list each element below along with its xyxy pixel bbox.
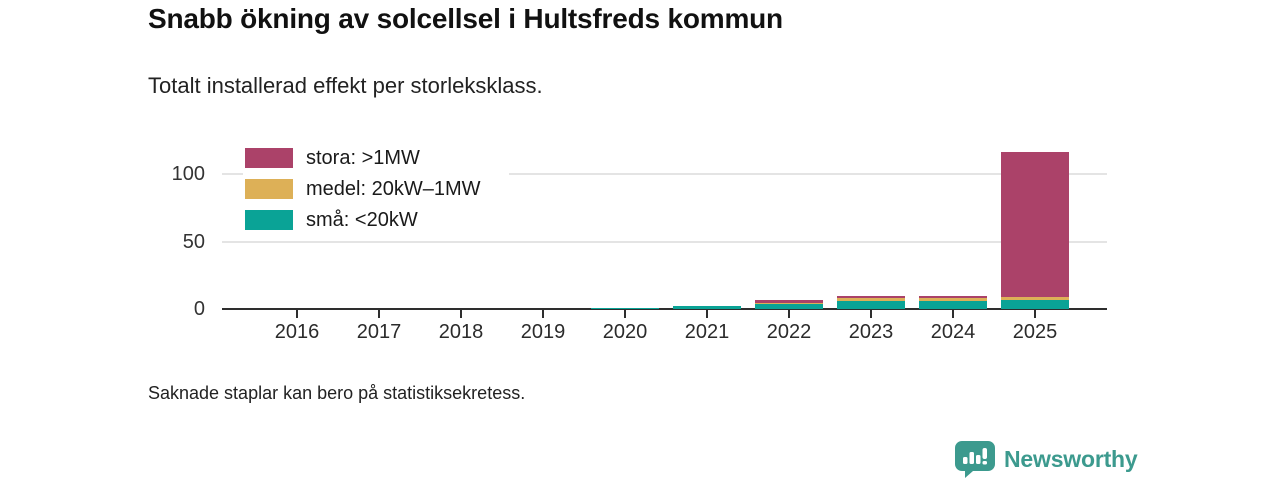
bar-segment-stora-2022 <box>755 299 823 303</box>
x-tick-2016 <box>296 309 298 318</box>
y-axis-label-50: 50 <box>182 230 205 253</box>
bar-segment-sma-2022 <box>755 304 823 309</box>
x-axis-label-2016: 2016 <box>274 321 320 343</box>
gridline-100 <box>222 173 1107 175</box>
bar-segment-stora-2025 <box>1001 152 1069 297</box>
legend-item-medel: medel: 20kW–1MW <box>245 177 481 200</box>
bar-segment-sma-2024 <box>919 300 987 309</box>
x-tick-2019 <box>542 309 544 318</box>
legend-item-sma: små: <20kW <box>245 208 481 231</box>
x-axis-label-2018: 2018 <box>438 321 484 343</box>
x-tick-2022 <box>788 309 790 318</box>
x-tick-2025 <box>1034 309 1036 318</box>
x-tick-2023 <box>870 309 872 318</box>
chart-footnote: Saknade staplar kan bero på statistiksek… <box>148 383 526 403</box>
bar-segment-medel-2023 <box>837 298 905 301</box>
x-tick-2020 <box>624 309 626 318</box>
legend-swatch-stora <box>245 148 293 168</box>
chart-legend: stora: >1MW medel: 20kW–1MW små: <20kW <box>243 146 509 236</box>
x-tick-2024 <box>952 309 954 318</box>
bar-segment-sma-2021 <box>673 306 741 309</box>
chart-title: Snabb ökning av solcellsel i Hultsfreds … <box>148 3 783 34</box>
newsworthy-badge-icon <box>955 441 995 478</box>
x-tick-2018 <box>460 309 462 318</box>
brand-logo: Newsworthy <box>955 441 1138 478</box>
x-axis-label-2023: 2023 <box>848 321 894 343</box>
x-axis-label-2017: 2017 <box>356 321 402 343</box>
legend-swatch-medel <box>245 179 293 199</box>
x-axis-label-2020: 2020 <box>602 321 648 343</box>
bar-segment-medel-2025 <box>1001 296 1069 301</box>
bar-segment-stora-2024 <box>919 295 987 299</box>
chart-subtitle: Totalt installerad effekt per storlekskl… <box>148 73 543 98</box>
legend-item-stora: stora: >1MW <box>245 146 481 169</box>
legend-swatch-sma <box>245 210 293 230</box>
x-axis-label-2019: 2019 <box>520 321 566 343</box>
legend-label-sma: små: <20kW <box>306 208 418 231</box>
x-axis-label-2022: 2022 <box>766 321 812 343</box>
brand-name: Newsworthy <box>1004 446 1138 472</box>
x-axis-label-2021: 2021 <box>684 321 730 343</box>
bar-segment-sma-2023 <box>837 300 905 309</box>
y-axis-label-0: 0 <box>193 298 205 320</box>
legend-label-stora: stora: >1MW <box>306 146 420 169</box>
bar-segment-sma-2020 <box>591 307 659 309</box>
legend-label-medel: medel: 20kW–1MW <box>306 177 481 200</box>
y-axis-label-100: 100 <box>171 163 205 185</box>
x-tick-2021 <box>706 309 708 318</box>
x-axis-line <box>222 307 1107 310</box>
x-tick-2017 <box>378 309 380 318</box>
bar-segment-sma-2025 <box>1001 300 1069 309</box>
plot-area: 0 50 100 2016 2017 2018 2019 2020 2021 2022 2023 20… <box>172 139 1107 343</box>
bar-segment-medel-2024 <box>919 298 987 301</box>
x-axis-label-2025: 2025 <box>1012 321 1058 343</box>
bar-segment-medel-2022 <box>755 302 823 305</box>
gridline-50 <box>222 240 1107 243</box>
bar-segment-stora-2023 <box>837 295 905 299</box>
x-axis-label-2024: 2024 <box>930 321 976 343</box>
